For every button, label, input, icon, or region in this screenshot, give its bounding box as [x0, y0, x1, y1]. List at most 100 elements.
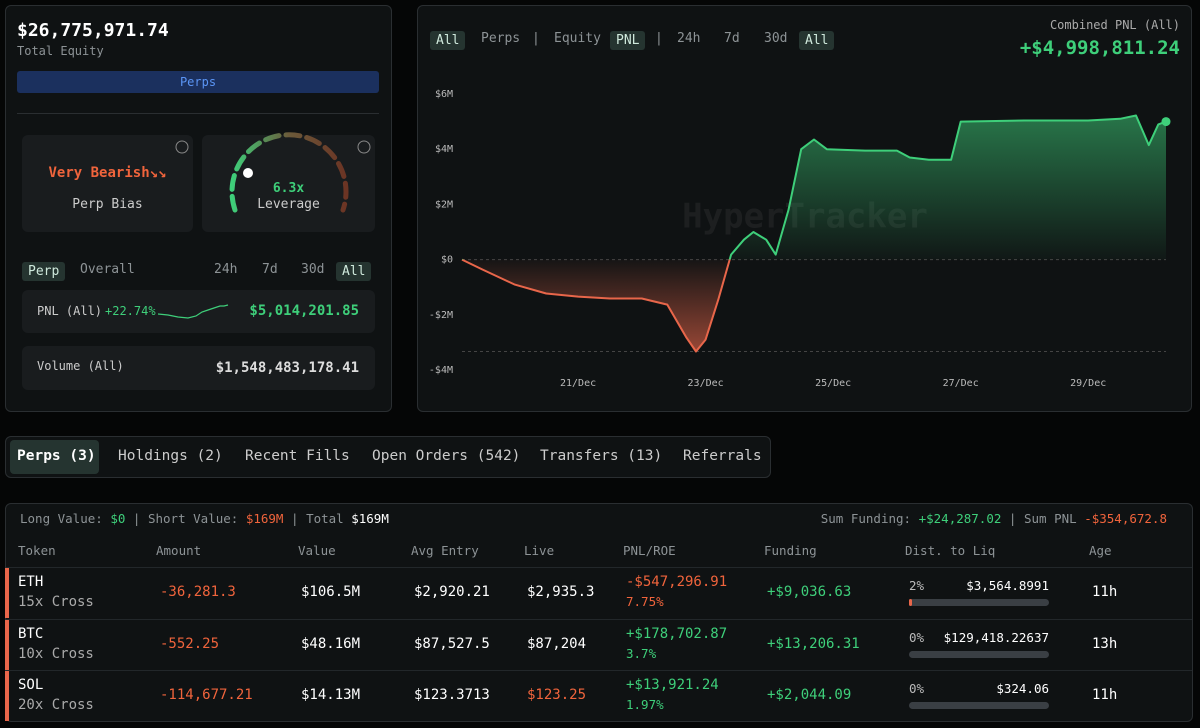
end-dot — [1161, 117, 1171, 127]
avg-entry: $87,527.5 — [414, 635, 490, 652]
roe: 7.75% — [626, 594, 664, 609]
toolbar-button[interactable]: Perps — [481, 31, 521, 46]
toolbar-button[interactable]: PNL — [610, 31, 646, 50]
gauge-dot — [243, 168, 253, 178]
row-bg — [6, 618, 1192, 671]
liq-track — [909, 702, 1049, 709]
volume-value: $1,548,483,178.41 — [215, 360, 359, 376]
stat-value: $169M — [351, 511, 389, 526]
toolbar-button[interactable]: All — [430, 31, 466, 50]
funding: +$9,036.63 — [767, 584, 852, 600]
liq-pct: 0% — [909, 681, 925, 696]
filter[interactable]: Overall — [80, 262, 135, 277]
separator: | — [655, 31, 663, 46]
column-header: Avg Entry — [411, 543, 479, 558]
perps-tab[interactable]: Perps — [17, 71, 379, 93]
toolbar-button[interactable]: 7d — [724, 31, 740, 46]
column-header: Funding — [764, 543, 817, 558]
filter[interactable]: Perp — [22, 262, 66, 281]
live: $2,935.3 — [527, 584, 595, 600]
filter[interactable]: 24h — [214, 262, 238, 277]
info-icon[interactable] — [175, 140, 189, 154]
value: $14.13M — [301, 687, 361, 703]
stat-value: -$354,672.8 — [1084, 511, 1167, 526]
stat-label: Total — [306, 511, 344, 526]
info-icon[interactable] — [357, 140, 371, 154]
y-tick-label: -$2M — [429, 310, 453, 321]
y-tick-label: $6M — [435, 89, 453, 100]
funding: +$13,206.31 — [767, 635, 860, 652]
filter[interactable]: All — [336, 262, 372, 281]
equity-label: Total Equity — [17, 44, 104, 58]
volume-card — [22, 346, 375, 390]
liq-price: $129,418.22637 — [943, 629, 1049, 645]
pnl-card — [22, 290, 375, 333]
row-accent — [5, 619, 9, 670]
leverage: 10x Cross — [18, 645, 94, 662]
toolbar-button[interactable]: All — [799, 31, 835, 50]
filter[interactable]: 30d — [301, 262, 325, 277]
tab[interactable]: Perps (3) — [17, 448, 96, 464]
column-header: Amount — [156, 543, 202, 558]
tab[interactable]: Transfers (13) — [540, 448, 663, 464]
bias-card — [22, 135, 193, 232]
token: SOL — [18, 677, 44, 693]
column-header: Dist. to Liq — [905, 543, 996, 558]
column-header: Live — [524, 543, 555, 558]
y-tick-label: $2M — [435, 199, 453, 210]
stats-left: Long Value: $0 | Short Value: $169M | To… — [20, 511, 389, 526]
stat-label: Long Value: — [20, 511, 103, 526]
pnl-line — [461, 114, 1167, 353]
token: BTC — [18, 625, 44, 642]
row-accent — [5, 671, 9, 721]
x-tick-label: 21/Dec — [560, 378, 596, 389]
tab[interactable]: Open Orders (542) — [372, 448, 521, 464]
chart-total: +$4,998,811.24 — [1019, 37, 1180, 59]
row-accent — [5, 568, 9, 618]
chart-title: Combined PNL (All) — [1049, 18, 1180, 32]
roe: 3.7% — [626, 645, 657, 661]
y-tick-label: $4M — [435, 144, 453, 155]
filter[interactable]: 7d — [262, 262, 278, 277]
volume-label: Volume (All) — [37, 359, 124, 373]
tab-bar — [5, 436, 771, 478]
leverage-label: Leverage — [257, 197, 320, 212]
roe: 1.97% — [626, 697, 664, 712]
tab[interactable]: Recent Fills — [245, 448, 350, 464]
sparkline — [158, 304, 229, 319]
age: 11h — [1092, 584, 1118, 600]
funding: +$2,044.09 — [767, 687, 852, 703]
column-header: PNL/ROE — [623, 543, 676, 558]
avg-entry: $123.3713 — [414, 687, 490, 703]
pnl-change: +22.74% — [105, 304, 156, 318]
positions-panel — [5, 503, 1193, 722]
pnl-label: PNL (All) — [37, 304, 103, 318]
leverage: 15x Cross — [18, 594, 94, 610]
liq-pct: 2% — [909, 578, 925, 593]
age: 13h — [1092, 635, 1118, 652]
stat-value: +$24,287.02 — [918, 511, 1002, 526]
column-header: Age — [1089, 543, 1112, 558]
pnl: +$13,921.24 — [626, 677, 719, 693]
tab[interactable]: Referrals — [683, 448, 762, 464]
toolbar-button[interactable]: 24h — [677, 31, 701, 46]
live: $87,204 — [527, 635, 587, 652]
y-tick-label: -$4M — [429, 365, 453, 376]
liq-price: $324.06 — [996, 681, 1049, 696]
y-tick-label: $0 — [441, 255, 453, 266]
gauge — [175, 132, 371, 213]
row-bg — [6, 567, 1192, 619]
amount: -36,281.3 — [160, 584, 236, 600]
leverage: 20x Cross — [18, 697, 94, 713]
toolbar-button[interactable]: 30d — [764, 31, 788, 46]
pnl: -$547,296.91 — [626, 574, 728, 590]
amount: -114,677.21 — [160, 687, 253, 703]
x-tick-label: 27/Dec — [943, 378, 979, 389]
tab[interactable]: Holdings (2) — [118, 448, 223, 464]
x-tick-label: 25/Dec — [815, 378, 851, 389]
toolbar-button[interactable]: Equity — [554, 31, 601, 46]
age: 11h — [1092, 687, 1118, 703]
stat-label: Short Value: — [147, 511, 239, 526]
stat-label: Sum Funding: — [820, 511, 912, 526]
